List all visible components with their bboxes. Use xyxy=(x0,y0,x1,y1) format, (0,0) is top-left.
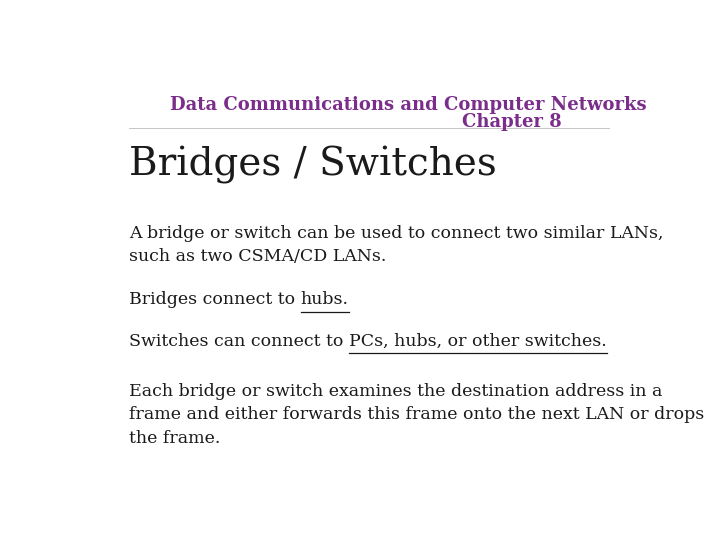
Text: Switches can connect to: Switches can connect to xyxy=(129,333,349,350)
Text: Data Communications and Computer Networks: Data Communications and Computer Network… xyxy=(170,96,647,114)
Text: PCs, hubs, or other switches.: PCs, hubs, or other switches. xyxy=(349,333,607,350)
Text: Bridges / Switches: Bridges / Switches xyxy=(129,146,497,184)
Text: Each bridge or switch examines the destination address in a
frame and either for: Each bridge or switch examines the desti… xyxy=(129,383,704,447)
Text: Chapter 8: Chapter 8 xyxy=(462,113,562,131)
Text: A bridge or switch can be used to connect two similar LANs,
such as two CSMA/CD : A bridge or switch can be used to connec… xyxy=(129,225,664,265)
Text: hubs.: hubs. xyxy=(301,292,348,308)
Text: Bridges connect to: Bridges connect to xyxy=(129,292,301,308)
